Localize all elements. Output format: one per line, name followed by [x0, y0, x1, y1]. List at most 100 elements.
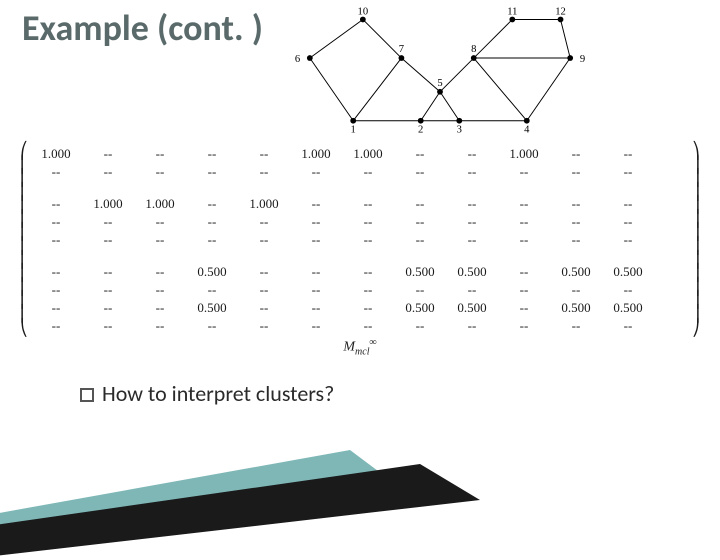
graph-node	[567, 55, 573, 61]
paren-right: ⎞ ⎟ ⎟ ⎟ ⎟ ⎟ ⎟ ⎟ ⎟ ⎟ ⎟ ⎟ ⎟ ⎠	[692, 145, 700, 335]
matrix-cell: --	[238, 145, 290, 163]
graph-node	[524, 118, 530, 124]
matrix-cell: --	[394, 231, 446, 249]
matrix-cell: --	[342, 299, 394, 317]
matrix-cell: 0.500	[550, 299, 602, 317]
matrix-cell: --	[290, 299, 342, 317]
matrix-cell: --	[394, 281, 446, 299]
matrix-cell: --	[446, 195, 498, 213]
matrix-cell: --	[30, 263, 82, 281]
matrix-row	[30, 181, 654, 195]
graph-node-label: 2	[418, 124, 423, 135]
matrix-cell: --	[30, 195, 82, 213]
graph-node-label: 3	[457, 124, 462, 135]
matrix-cell: --	[602, 195, 654, 213]
matrix-cell: --	[290, 231, 342, 249]
matrix-cell: --	[498, 299, 550, 317]
matrix-cell: 0.500	[186, 299, 238, 317]
matrix-cell: 0.500	[394, 263, 446, 281]
slide-swoosh	[0, 430, 480, 560]
matrix-cell: --	[134, 299, 186, 317]
graph-edge	[363, 19, 402, 58]
matrix-cell: --	[446, 317, 498, 335]
matrix-cell: --	[342, 231, 394, 249]
graph-node-label: 6	[295, 54, 300, 65]
page-title: Example (cont. )	[22, 6, 263, 50]
matrix-cell: 1.000	[238, 195, 290, 213]
graph-node	[307, 55, 313, 61]
matrix-cell: --	[498, 213, 550, 231]
matrix-cell: --	[30, 281, 82, 299]
graph-node-label: 5	[437, 78, 442, 89]
matrix-wrap: ⎛ ⎜ ⎜ ⎜ ⎜ ⎜ ⎜ ⎜ ⎜ ⎜ ⎜ ⎜ ⎜ ⎝ 1.000-------…	[30, 145, 690, 335]
matrix-cell: --	[446, 145, 498, 163]
matrix-cell: --	[238, 231, 290, 249]
graph-node-label: 8	[471, 44, 476, 55]
matrix-cell: --	[238, 263, 290, 281]
matrix-cell: --	[550, 163, 602, 181]
matrix-row: ------0.500------0.5000.500--0.5000.500	[30, 299, 654, 317]
matrix-cell: --	[290, 213, 342, 231]
matrix-cell: --	[342, 195, 394, 213]
graph-node	[418, 118, 424, 124]
matrix-cell: --	[134, 281, 186, 299]
matrix-cell: 0.500	[446, 299, 498, 317]
matrix-cell: --	[186, 145, 238, 163]
matrix-cell: --	[550, 281, 602, 299]
matrix-cell: --	[134, 317, 186, 335]
matrix-cell: --	[290, 163, 342, 181]
matrix-row: ------------------------	[30, 231, 654, 249]
bullet-text: How to interpret clusters?	[102, 380, 334, 407]
matrix-cell: --	[394, 145, 446, 163]
matrix-cell: --	[30, 163, 82, 181]
matrix-cell: --	[134, 231, 186, 249]
matrix-cell: --	[82, 263, 134, 281]
graph-node	[471, 55, 477, 61]
graph-edge	[401, 58, 440, 92]
graph-node	[437, 89, 443, 95]
bullet-box-icon	[80, 388, 94, 402]
matrix-cell: --	[498, 263, 550, 281]
matrix-cell: 0.500	[394, 299, 446, 317]
graph-edge	[440, 92, 459, 121]
matrix-cell: --	[186, 163, 238, 181]
matrix-cell: --	[602, 145, 654, 163]
bullet: How to interpret clusters?	[80, 380, 334, 407]
matrix-cell: 0.500	[602, 299, 654, 317]
graph-edge	[353, 58, 401, 121]
matrix-cell: --	[602, 231, 654, 249]
matrix-cell: --	[238, 163, 290, 181]
graph-node-label: 11	[507, 7, 517, 18]
graph-node-label: 9	[580, 54, 585, 65]
matrix-cell: --	[134, 213, 186, 231]
matrix-cell: --	[238, 281, 290, 299]
graph-edge	[421, 92, 440, 121]
matrix-cell: --	[498, 195, 550, 213]
matrix-cell: --	[82, 145, 134, 163]
matrix-cell: --	[394, 163, 446, 181]
matrix-cell: --	[82, 317, 134, 335]
matrix-cell: --	[342, 317, 394, 335]
matrix-cell: --	[82, 281, 134, 299]
matrix-cell: 0.500	[602, 263, 654, 281]
matrix-cell: --	[394, 213, 446, 231]
matrix-cell: --	[550, 213, 602, 231]
matrix-cell: --	[550, 145, 602, 163]
graph-edge	[440, 58, 474, 92]
matrix-cell: 0.500	[446, 263, 498, 281]
matrix-cell: --	[290, 195, 342, 213]
matrix-cell: --	[342, 213, 394, 231]
graph-edge	[310, 58, 353, 121]
matrix-cell: --	[82, 231, 134, 249]
matrix-cell: --	[134, 163, 186, 181]
matrix-row: ------------------------	[30, 213, 654, 231]
matrix-cell: --	[186, 231, 238, 249]
matrix-cell: --	[290, 281, 342, 299]
matrix-cell: 1.000	[134, 195, 186, 213]
matrix-row: ------0.500------0.5000.500--0.5000.500	[30, 263, 654, 281]
matrix-cell: --	[238, 213, 290, 231]
graph-node-label: 1	[351, 124, 356, 135]
graph-node	[456, 118, 462, 124]
matrix-cell: --	[290, 317, 342, 335]
graph-edge	[527, 58, 570, 121]
